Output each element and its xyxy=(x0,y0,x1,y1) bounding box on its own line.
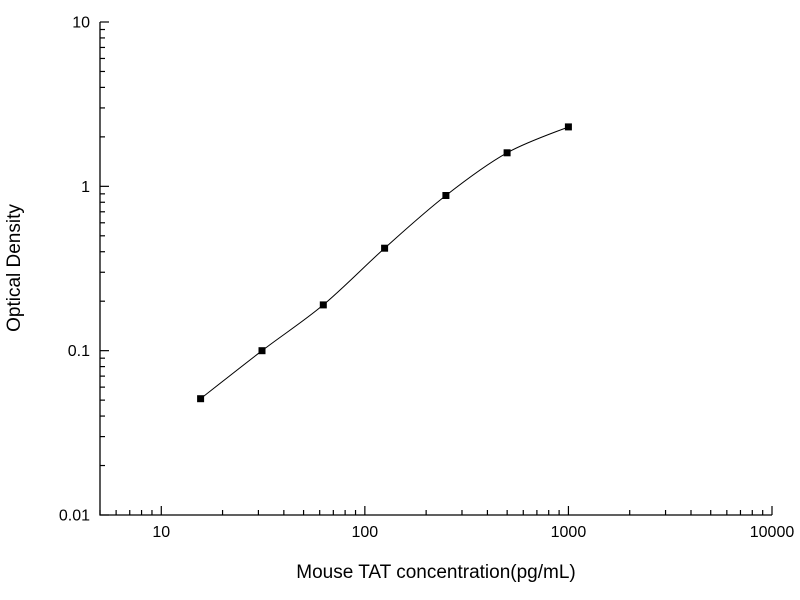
y-tick-label: 10 xyxy=(72,15,90,32)
x-tick-label: 100 xyxy=(352,524,379,541)
data-point xyxy=(564,123,572,131)
data-point xyxy=(381,244,389,252)
data-point xyxy=(442,192,450,199)
x-tick-label: 1000 xyxy=(551,524,587,541)
x-axis-label: Mouse TAT concentration(pg/mL) xyxy=(296,562,576,583)
y-tick-label: 0.1 xyxy=(68,343,90,360)
x-tick-label: 10000 xyxy=(750,524,795,541)
data-point xyxy=(197,395,205,403)
axes xyxy=(99,22,772,516)
data-point xyxy=(319,301,327,309)
data-point xyxy=(503,149,511,157)
y-tick-label: 0.01 xyxy=(59,508,90,525)
y-tick-label: 1 xyxy=(81,179,90,196)
data-point xyxy=(258,347,266,355)
chart-layer: 10 100 1000 10000 0.01 0.1 1 10 xyxy=(59,15,794,542)
fit-curve xyxy=(200,126,569,400)
x-tick-label: 10 xyxy=(152,524,170,541)
y-axis-label: Optical Density xyxy=(4,204,25,332)
